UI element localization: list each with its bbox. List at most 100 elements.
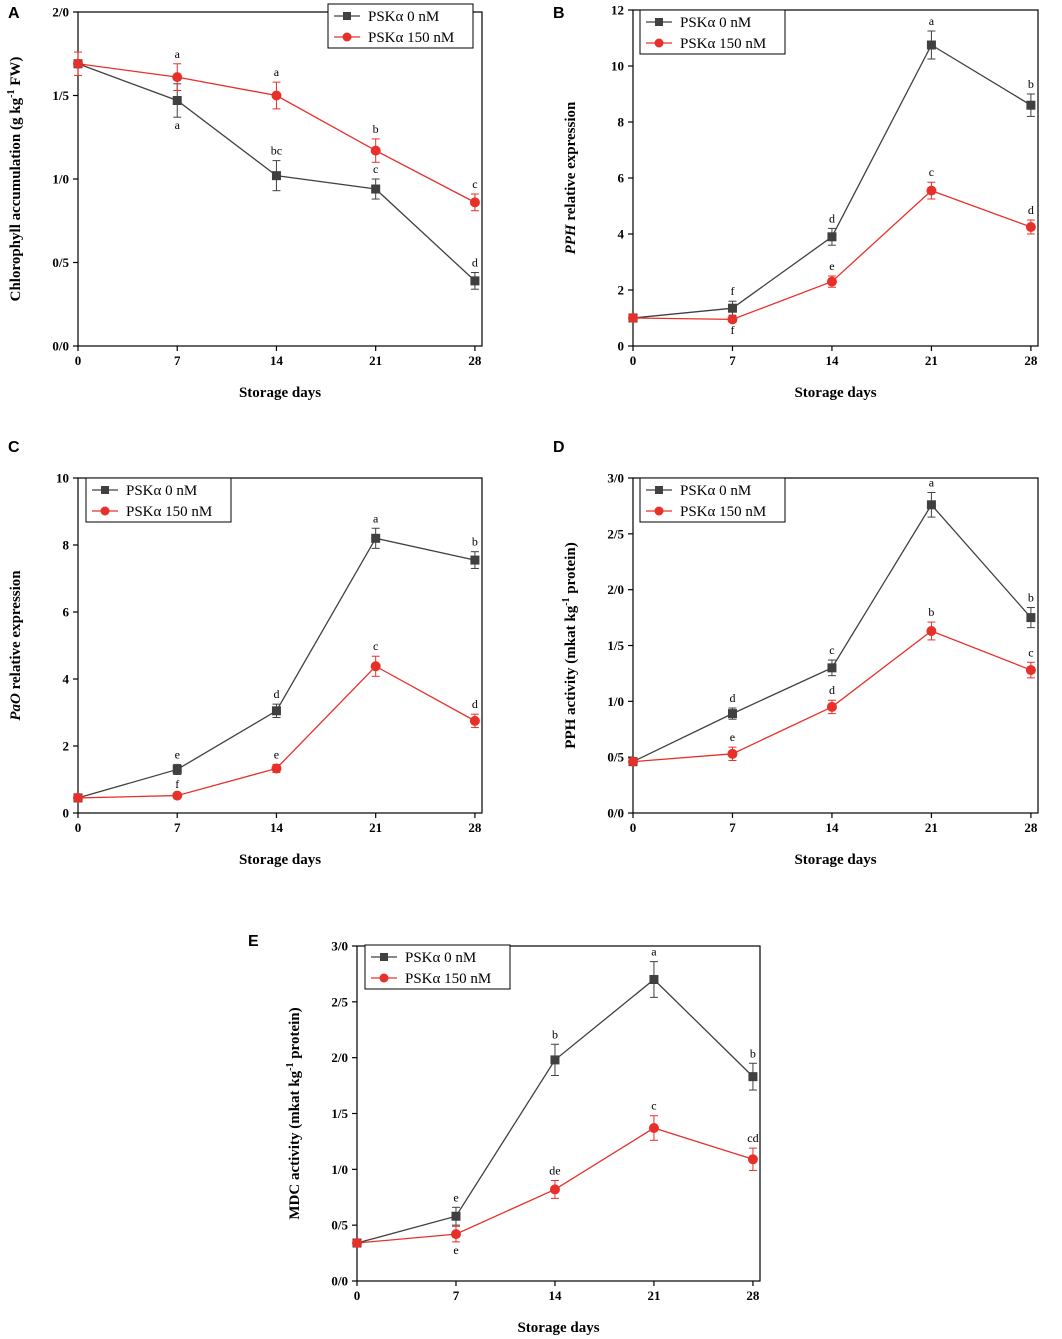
- significance-letter: c: [373, 162, 378, 176]
- significance-letter: a: [373, 511, 379, 525]
- data-point-control: [271, 706, 281, 716]
- data-point-control: [470, 276, 480, 286]
- y-tick-label: 2/5: [331, 994, 348, 1009]
- y-tick-label: 6: [63, 605, 70, 620]
- y-tick-label: 3/0: [607, 471, 624, 486]
- legend-box: [85, 477, 232, 523]
- legend-marker-circle: [379, 973, 389, 983]
- x-tick-label: 21: [925, 353, 938, 368]
- data-point-control: [1026, 613, 1036, 623]
- y-tick-label: 1/0: [331, 1162, 348, 1177]
- x-tick-label: 28: [468, 353, 482, 368]
- data-point-treated: [73, 792, 83, 803]
- x-tick-label: 0: [630, 353, 637, 368]
- x-axis-title: Storage days: [794, 852, 876, 868]
- x-tick-label: 28: [1024, 353, 1038, 368]
- legend-label: PSKα 0 nM: [680, 483, 751, 499]
- data-point-control: [727, 303, 737, 313]
- x-tick-label: 28: [746, 1288, 760, 1303]
- x-tick-label: 7: [729, 820, 736, 835]
- significance-letter: d: [472, 697, 478, 711]
- plot-frame: [77, 477, 483, 814]
- legend-label: PSKα 150 nM: [368, 30, 454, 46]
- significance-letter: c: [1028, 645, 1033, 659]
- y-tick-label: 10: [56, 471, 69, 486]
- significance-letter: e: [175, 747, 180, 761]
- significance-letter: cd: [747, 1131, 758, 1145]
- panel-letter: B: [553, 5, 565, 22]
- x-tick-label: 21: [369, 353, 382, 368]
- data-point-treated: [648, 1123, 659, 1134]
- x-tick-label: 14: [825, 353, 839, 368]
- data-point-treated: [727, 314, 738, 325]
- significance-letter: c: [472, 177, 477, 191]
- x-axis-title: Storage days: [794, 385, 876, 401]
- significance-letter: a: [929, 14, 935, 28]
- data-point-treated: [172, 72, 183, 83]
- legend-marker-circle: [342, 32, 352, 42]
- series-line-control: [632, 503, 1032, 763]
- y-axis-title: MDC activity (mkat kg-1 protein): [285, 1007, 303, 1219]
- data-point-control: [649, 975, 659, 984]
- significance-letter: a: [274, 65, 280, 79]
- data-point-control: [926, 40, 936, 50]
- significance-letter: e: [829, 259, 834, 273]
- data-point-control: [271, 171, 281, 181]
- y-tick-label: 8: [618, 115, 625, 130]
- chart-panel-e: E 0/0 0/5 1/0 1/5 2/0 2/5 3/0 0 7 14 21 28 Storage da…: [248, 933, 761, 1336]
- significance-letter: a: [929, 476, 935, 490]
- y-tick-label: 1/5: [331, 1106, 348, 1121]
- legend-marker-circle: [100, 506, 110, 516]
- legend-box: [639, 9, 786, 55]
- y-axis-title: PaO relative expression: [8, 570, 24, 721]
- legend: PSKα 0 nM PSKα 150 nM: [327, 3, 474, 49]
- legend: PSKα 0 nM PSKα 150 nM: [364, 944, 511, 990]
- significance-letter: b: [552, 1027, 558, 1041]
- significance-letter: d: [273, 687, 279, 701]
- y-tick-label: 6: [618, 171, 625, 186]
- y-tick-label: 0: [618, 339, 625, 354]
- y-tick-label: 0/0: [331, 1274, 348, 1289]
- data-point-control: [827, 663, 837, 673]
- panel-letter: A: [8, 5, 20, 22]
- data-point-control: [926, 500, 936, 510]
- y-tick-label: 0/5: [52, 255, 69, 270]
- chart-panel-a: A 0/0 0/5 1/0 1/5 2/0 0 7 14 21 28 Storage days Chlo…: [6, 3, 483, 401]
- legend-label: PSKα 0 nM: [126, 483, 197, 499]
- significance-letter: e: [453, 1243, 458, 1257]
- data-point-treated: [469, 197, 480, 208]
- significance-letter: de: [549, 1164, 560, 1178]
- significance-letter: e: [274, 747, 279, 761]
- x-axis-title: Storage days: [239, 385, 321, 401]
- y-tick-label: 0/5: [331, 1218, 348, 1233]
- data-point-treated: [628, 756, 638, 767]
- chart-panel-d: D 0/0 0/5 1/0 1/5 2/0 2/5 3/0 0 7 14 21 28 Storage da…: [553, 439, 1039, 868]
- x-tick-label: 7: [174, 353, 181, 368]
- significance-letter: d: [729, 691, 735, 705]
- data-point-control: [470, 555, 480, 565]
- data-point-control: [827, 232, 837, 242]
- legend-label: PSKα 0 nM: [405, 950, 476, 966]
- y-tick-label: 1/0: [607, 694, 624, 709]
- x-tick-label: 14: [548, 1288, 562, 1303]
- significance-letter: e: [453, 1190, 458, 1204]
- significance-letter: bc: [271, 144, 282, 158]
- y-tick-label: 8: [63, 538, 70, 553]
- data-point-treated: [926, 185, 937, 196]
- y-axis-title: PPH activity (mkat kg-1 protein): [561, 542, 579, 748]
- data-point-treated: [271, 763, 282, 774]
- x-tick-label: 21: [925, 820, 938, 835]
- legend-marker-square: [101, 486, 109, 494]
- data-point-control: [172, 96, 182, 106]
- data-point-control: [451, 1211, 461, 1221]
- x-tick-label: 0: [75, 353, 82, 368]
- y-tick-label: 4: [618, 227, 625, 242]
- panel-letter: E: [248, 933, 259, 950]
- legend-marker-square: [343, 12, 351, 20]
- legend-label: PSKα 150 nM: [680, 504, 766, 520]
- data-point-control: [748, 1072, 758, 1082]
- x-tick-label: 21: [647, 1288, 660, 1303]
- legend-label: PSKα 0 nM: [368, 9, 439, 25]
- significance-letter: b: [373, 122, 379, 136]
